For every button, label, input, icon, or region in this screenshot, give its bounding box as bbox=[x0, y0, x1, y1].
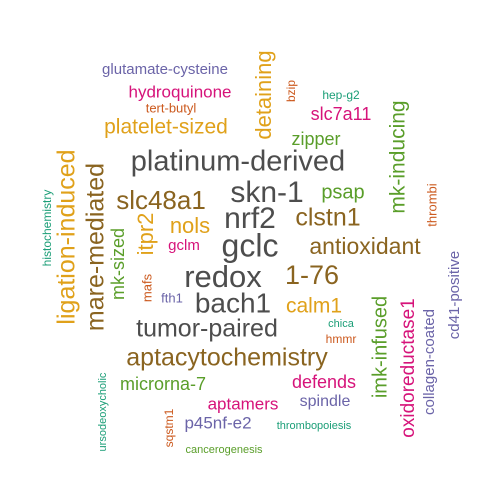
word-tumor-paired: tumor-paired bbox=[136, 315, 278, 343]
word-aptacytochemistry: aptacytochemistry bbox=[126, 344, 328, 372]
word-fth1: fth1 bbox=[161, 290, 183, 305]
word-1-76: 1-76 bbox=[285, 260, 339, 290]
word-cancerogenesis: cancerogenesis bbox=[185, 444, 263, 456]
word-glutamate-cysteine: glutamate-cysteine bbox=[102, 61, 228, 78]
word-skn-1: skn-1 bbox=[230, 176, 303, 209]
word-ursodeoxycholic: ursodeoxycholic bbox=[97, 372, 109, 451]
word-imk-infused: imk-infused bbox=[369, 296, 391, 398]
word-mk-sized: mk-sized bbox=[108, 228, 128, 300]
word-platinum-derived: platinum-derived bbox=[131, 146, 345, 178]
word-itpr2: itpr2 bbox=[133, 213, 158, 256]
word-calm1: calm1 bbox=[286, 295, 342, 318]
word-aptamers: aptamers bbox=[208, 394, 279, 413]
word-bzip: bzip bbox=[284, 80, 298, 102]
word-hydroquinone: hydroquinone bbox=[128, 82, 231, 101]
word-spindle: spindle bbox=[300, 393, 351, 410]
word-mk-inducing: mk-inducing bbox=[387, 100, 410, 213]
word-bach1: bach1 bbox=[195, 287, 271, 318]
word-cd41-positive: cd41-positive bbox=[446, 251, 463, 339]
word-gclm: gclm bbox=[168, 237, 200, 254]
word-clstn1: clstn1 bbox=[295, 204, 360, 232]
word-thrombopoiesis: thrombopoiesis bbox=[277, 420, 352, 432]
word-sqstm1: sqstm1 bbox=[162, 408, 176, 447]
word-platelet-sized: platelet-sized bbox=[104, 116, 228, 139]
word-tert-butyl: tert-butyl bbox=[146, 100, 197, 115]
word-slc48a1: slc48a1 bbox=[116, 185, 206, 215]
word-collagen-coated: collagen-coated bbox=[421, 309, 438, 415]
word-psap: psap bbox=[321, 181, 364, 203]
word-gclc: gclc bbox=[222, 227, 279, 263]
word-mare-mediated: mare-mediated bbox=[82, 163, 110, 331]
word-chica: chica bbox=[328, 318, 355, 330]
word-microrna-7: microrna-7 bbox=[120, 374, 206, 394]
word-histochemistry: histochemistry bbox=[40, 190, 54, 267]
word-slc7a11: slc7a11 bbox=[311, 104, 372, 124]
word-defends: defends bbox=[292, 372, 356, 392]
word-oxidoreductase1: oxidoreductase1 bbox=[398, 298, 419, 437]
word-thrombi: thrombi bbox=[424, 183, 439, 226]
word-p45nf-e2: p45nf-e2 bbox=[184, 413, 251, 432]
word-nols: nols bbox=[170, 213, 210, 238]
word-detaining: detaining bbox=[251, 50, 276, 139]
word-antioxidant: antioxidant bbox=[309, 233, 421, 259]
word-mafs: mafs bbox=[139, 273, 154, 302]
word-ligation-induced: ligation-induced bbox=[53, 149, 81, 324]
word-redox: redox bbox=[184, 259, 262, 294]
word-zipper: zipper bbox=[291, 129, 340, 149]
word-hep-g2: hep-g2 bbox=[322, 88, 360, 102]
word-hmmr: hmmr bbox=[326, 332, 357, 346]
word-nrf2: nrf2 bbox=[224, 202, 276, 235]
